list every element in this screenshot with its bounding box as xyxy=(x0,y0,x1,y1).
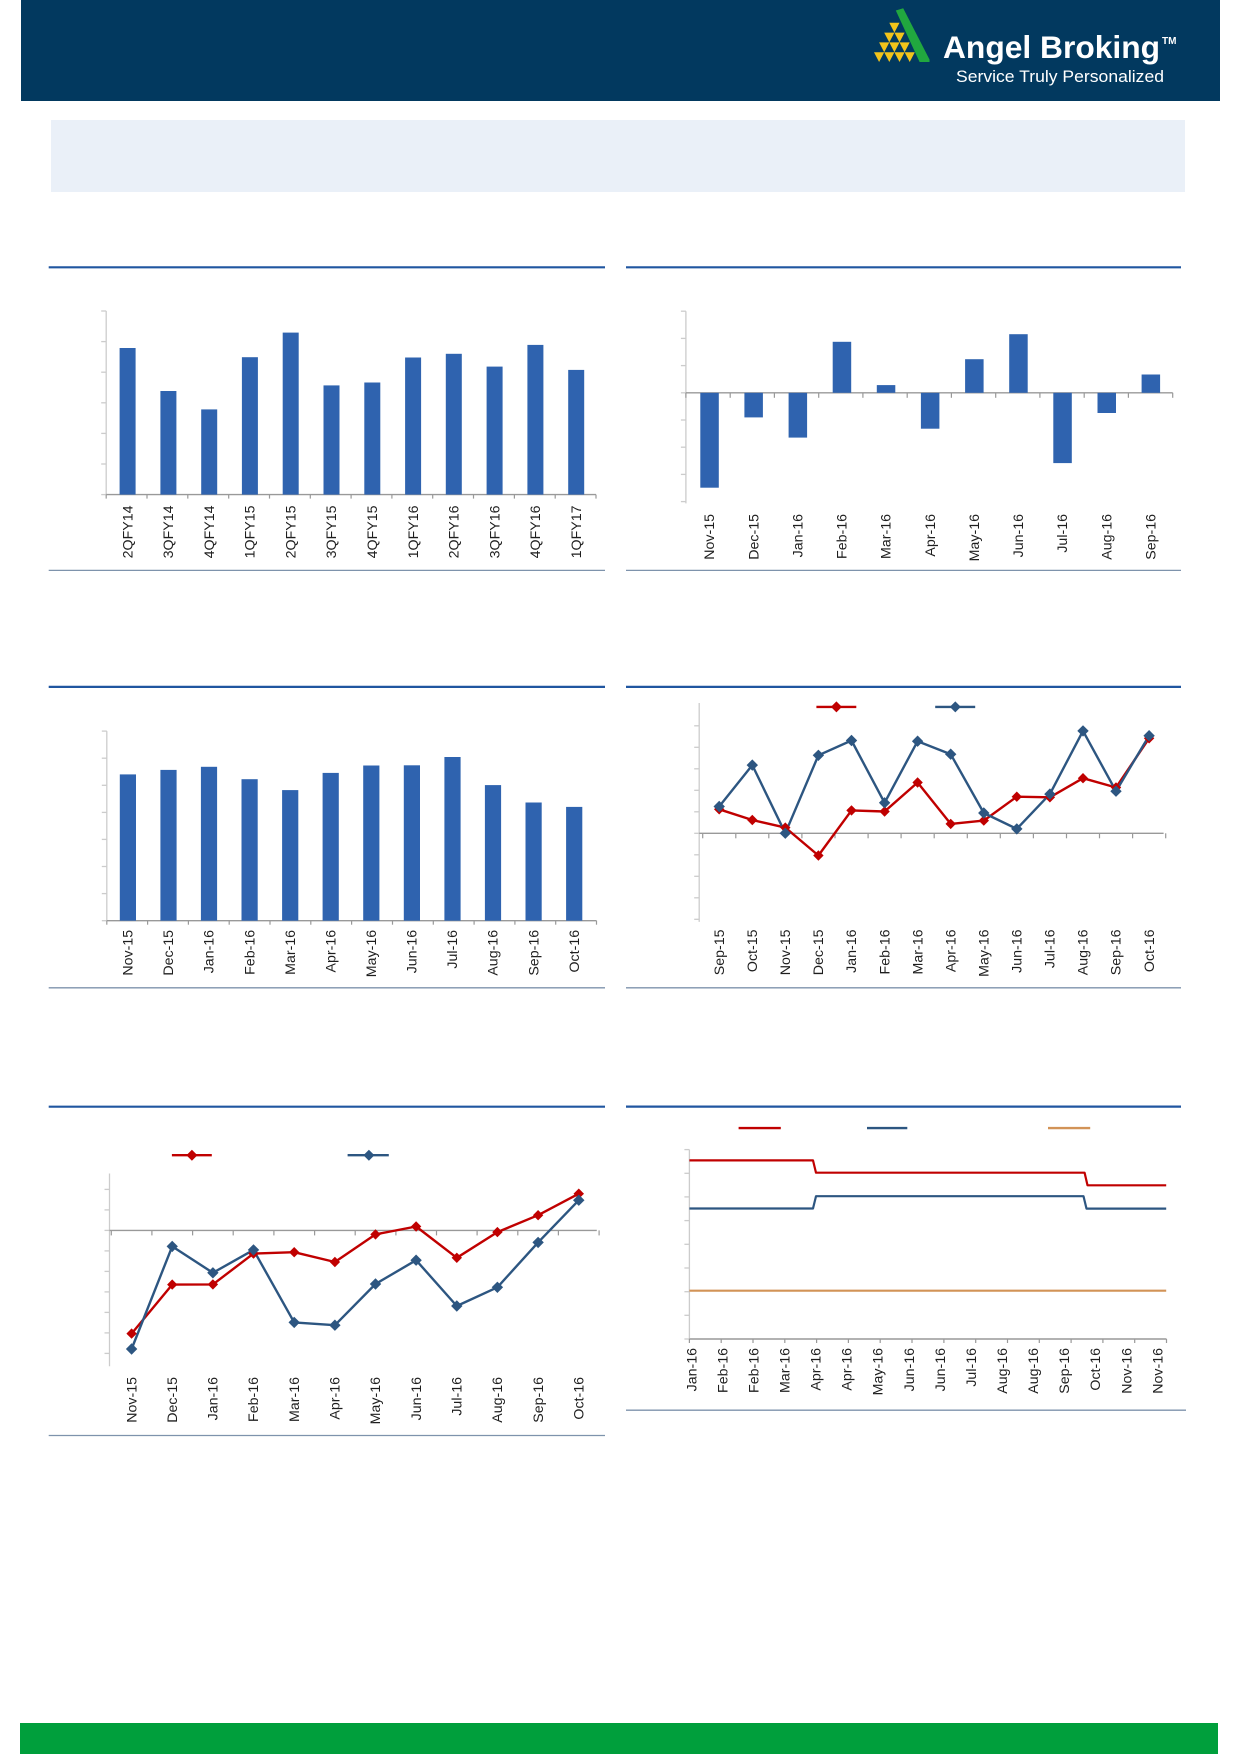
svg-text:Sep-16: Sep-16 xyxy=(526,930,542,976)
svg-text:Mar-16: Mar-16 xyxy=(778,1348,794,1393)
svg-text:Jan-16: Jan-16 xyxy=(202,930,218,973)
svg-text:Mar-16: Mar-16 xyxy=(287,1377,303,1422)
svg-text:2QFY15: 2QFY15 xyxy=(283,505,299,558)
svg-text:Mar-16: Mar-16 xyxy=(910,929,926,974)
svg-text:Jun-16: Jun-16 xyxy=(933,1348,949,1391)
svg-text:Dec-15: Dec-15 xyxy=(746,514,762,560)
svg-text:Feb-16: Feb-16 xyxy=(715,1348,731,1393)
svg-text:Apr-16: Apr-16 xyxy=(328,1377,344,1420)
svg-text:Aug-16: Aug-16 xyxy=(486,930,502,976)
svg-text:Jan-16: Jan-16 xyxy=(791,514,807,557)
svg-text:4QFY16: 4QFY16 xyxy=(528,505,544,558)
svg-text:Nov-15: Nov-15 xyxy=(702,514,718,560)
svg-text:Jun-16: Jun-16 xyxy=(1011,514,1027,557)
svg-text:Oct-16: Oct-16 xyxy=(567,930,583,973)
svg-text:May-16: May-16 xyxy=(967,514,983,561)
svg-text:Aug-16: Aug-16 xyxy=(995,1348,1011,1394)
svg-text:Nov-16: Nov-16 xyxy=(1119,1348,1135,1394)
svg-text:Jan-16: Jan-16 xyxy=(684,1348,700,1391)
svg-text:Jun-16: Jun-16 xyxy=(409,1377,425,1420)
svg-text:3QFY15: 3QFY15 xyxy=(324,505,340,558)
svg-text:Aug-16: Aug-16 xyxy=(1026,1348,1042,1394)
svg-text:Jan-16: Jan-16 xyxy=(206,1377,222,1420)
svg-text:4QFY15: 4QFY15 xyxy=(365,505,381,558)
svg-text:Jul-16: Jul-16 xyxy=(964,1348,980,1387)
svg-text:Oct-16: Oct-16 xyxy=(1088,1348,1104,1391)
svg-text:Aug-16: Aug-16 xyxy=(490,1377,506,1423)
svg-text:Nov-15: Nov-15 xyxy=(121,930,137,976)
svg-text:Jan-16: Jan-16 xyxy=(844,929,860,972)
svg-text:Nov-16: Nov-16 xyxy=(1150,1348,1166,1394)
svg-text:Jun-16: Jun-16 xyxy=(902,1348,918,1391)
svg-text:Dec-15: Dec-15 xyxy=(165,1377,181,1423)
svg-text:2QFY16: 2QFY16 xyxy=(447,505,463,558)
svg-text:Feb-16: Feb-16 xyxy=(835,514,851,559)
svg-text:Sep-16: Sep-16 xyxy=(1109,929,1125,975)
svg-text:Jul-16: Jul-16 xyxy=(445,930,461,969)
svg-text:Sep-15: Sep-15 xyxy=(712,929,728,975)
svg-text:Dec-15: Dec-15 xyxy=(161,930,177,976)
svg-text:Aug-16: Aug-16 xyxy=(1076,929,1092,975)
svg-text:Jun-16: Jun-16 xyxy=(405,930,421,973)
svg-text:1QFY15: 1QFY15 xyxy=(243,505,259,558)
svg-text:Apr-16: Apr-16 xyxy=(809,1348,825,1391)
svg-text:Sep-16: Sep-16 xyxy=(531,1377,547,1423)
svg-text:Nov-15: Nov-15 xyxy=(124,1377,140,1423)
svg-text:Feb-16: Feb-16 xyxy=(877,929,893,974)
svg-text:May-16: May-16 xyxy=(368,1377,384,1424)
svg-text:Apr-16: Apr-16 xyxy=(323,930,339,973)
svg-text:Feb-16: Feb-16 xyxy=(242,930,258,975)
svg-text:Jul-16: Jul-16 xyxy=(1055,514,1071,553)
svg-text:Mar-16: Mar-16 xyxy=(879,514,895,559)
svg-text:TM: TM xyxy=(1162,36,1176,47)
svg-text:Dec-15: Dec-15 xyxy=(811,929,827,975)
svg-text:Oct-16: Oct-16 xyxy=(572,1377,588,1420)
svg-text:Feb-16: Feb-16 xyxy=(246,1377,262,1422)
svg-text:May-16: May-16 xyxy=(977,929,993,976)
svg-text:Feb-16: Feb-16 xyxy=(746,1348,762,1393)
svg-text:Aug-16: Aug-16 xyxy=(1099,514,1115,560)
svg-text:Sep-16: Sep-16 xyxy=(1057,1348,1073,1394)
svg-text:Nov-15: Nov-15 xyxy=(778,929,794,975)
svg-text:Apr-16: Apr-16 xyxy=(943,929,959,972)
svg-text:3QFY16: 3QFY16 xyxy=(487,505,503,558)
svg-text:Jul-16: Jul-16 xyxy=(1043,929,1059,968)
svg-text:Service Truly Personalized: Service Truly Personalized xyxy=(956,68,1164,86)
svg-text:Sep-16: Sep-16 xyxy=(1144,514,1160,560)
svg-text:Apr-16: Apr-16 xyxy=(923,514,939,557)
svg-text:Angel Broking: Angel Broking xyxy=(943,29,1160,65)
svg-text:1QFY16: 1QFY16 xyxy=(406,505,422,558)
svg-text:Mar-16: Mar-16 xyxy=(283,930,299,975)
svg-text:Jun-16: Jun-16 xyxy=(1010,929,1026,972)
svg-text:2QFY14: 2QFY14 xyxy=(120,505,136,558)
svg-text:Oct-16: Oct-16 xyxy=(1142,929,1158,972)
svg-text:May-16: May-16 xyxy=(364,930,380,977)
svg-text:May-16: May-16 xyxy=(871,1348,887,1395)
svg-text:1QFY17: 1QFY17 xyxy=(569,505,585,558)
svg-text:Jul-16: Jul-16 xyxy=(450,1377,466,1416)
svg-text:3QFY14: 3QFY14 xyxy=(161,505,177,558)
svg-text:Apr-16: Apr-16 xyxy=(840,1348,856,1391)
svg-text:Oct-15: Oct-15 xyxy=(745,929,761,972)
svg-text:4QFY14: 4QFY14 xyxy=(202,505,218,558)
